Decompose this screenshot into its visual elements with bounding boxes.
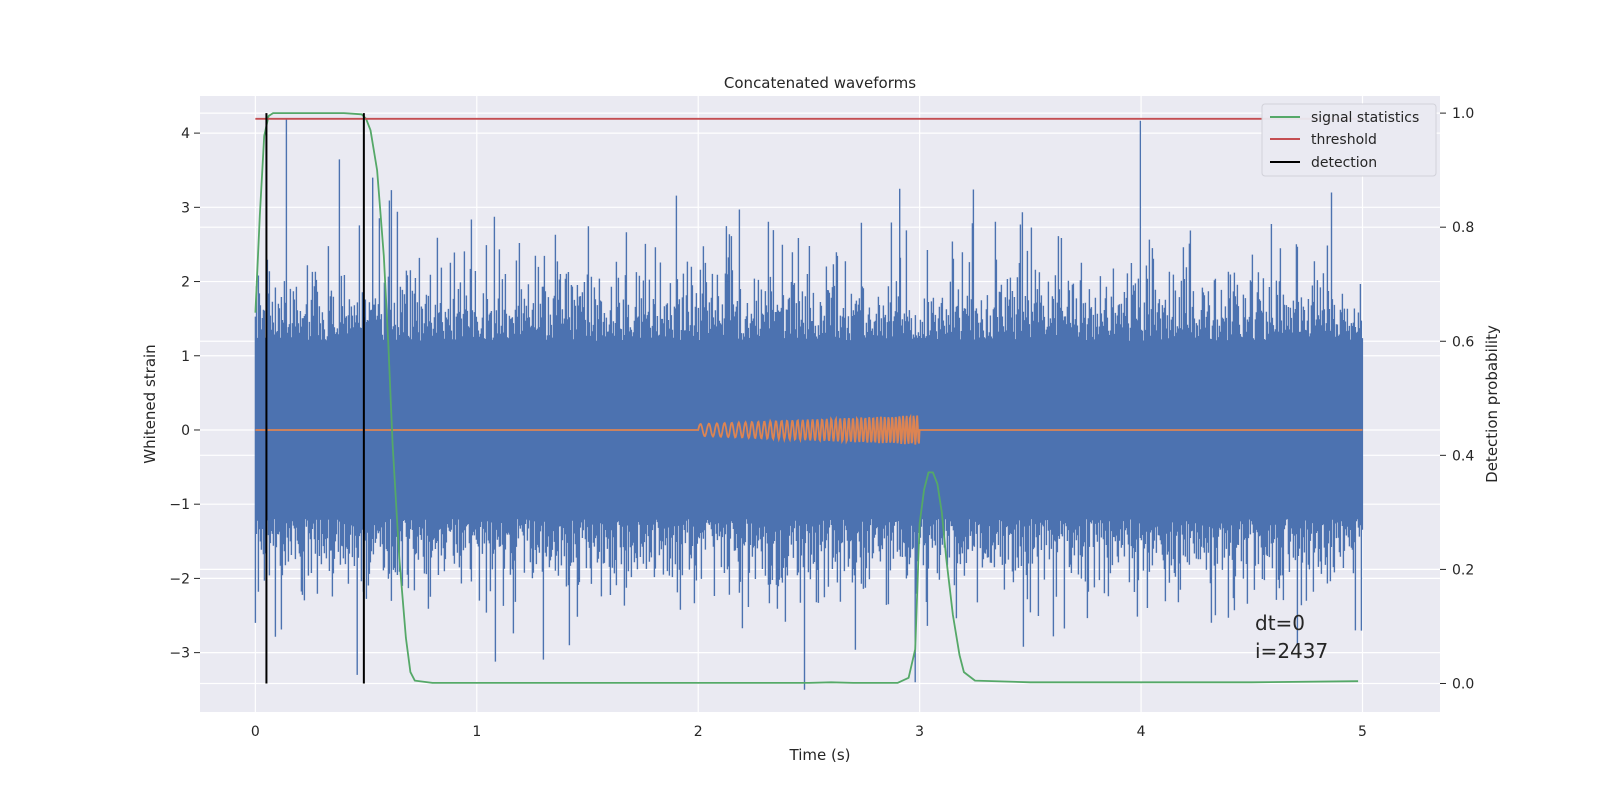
y-right-tick-4: 0.8 xyxy=(1452,220,1474,236)
x-tick-labels: 0 1 2 3 4 5 xyxy=(251,724,1367,740)
y-left-tick-2: −1 xyxy=(169,497,190,513)
y-left-tick-0: −3 xyxy=(169,646,190,662)
y-left-tick-4: 1 xyxy=(181,349,190,365)
y-left-tick-1: −2 xyxy=(169,571,190,587)
x-tick-5: 5 xyxy=(1358,724,1367,740)
x-tick-2: 2 xyxy=(694,724,703,740)
y-left-tick-labels: −3 −2 −1 0 1 2 3 4 xyxy=(169,126,200,662)
y-right-tick-labels: 0.0 0.2 0.4 0.6 0.8 1.0 xyxy=(1440,106,1474,692)
y-axis-right-label: Detection probability xyxy=(1483,325,1501,483)
series-layer xyxy=(254,112,1364,690)
y-left-tick-5: 2 xyxy=(181,275,190,291)
legend-label-detection: detection xyxy=(1311,155,1377,171)
y-right-tick-5: 1.0 xyxy=(1452,106,1474,122)
x-tick-1: 1 xyxy=(472,724,481,740)
annotation-dt: dt=0 xyxy=(1255,611,1305,635)
signal-statistics-line xyxy=(254,112,1359,684)
x-tick-3: 3 xyxy=(915,724,924,740)
y-left-tick-7: 4 xyxy=(181,126,190,142)
legend-box xyxy=(1261,103,1437,177)
x-tick-4: 4 xyxy=(1137,724,1146,740)
legend-label-threshold: threshold xyxy=(1311,132,1377,148)
y-right-tick-0: 0.0 xyxy=(1452,676,1474,692)
y-axis-left-label: Whitened strain xyxy=(141,344,159,463)
x-tick-0: 0 xyxy=(251,724,260,740)
y-left-tick-3: 0 xyxy=(181,423,190,439)
y-right-tick-3: 0.6 xyxy=(1452,334,1474,350)
x-axis-label: Time (s) xyxy=(789,746,851,764)
chirp-series-line xyxy=(255,413,1363,445)
annotation-index: i=2437 xyxy=(1255,639,1328,663)
legend-label-signal-statistics: signal statistics xyxy=(1311,110,1419,126)
y-right-tick-1: 0.2 xyxy=(1452,562,1474,578)
legend: signal statistics threshold detection xyxy=(1261,103,1437,177)
chart-title: Concatenated waveforms xyxy=(724,74,916,92)
y-left-tick-6: 3 xyxy=(181,200,190,216)
y-right-tick-2: 0.4 xyxy=(1452,448,1474,464)
